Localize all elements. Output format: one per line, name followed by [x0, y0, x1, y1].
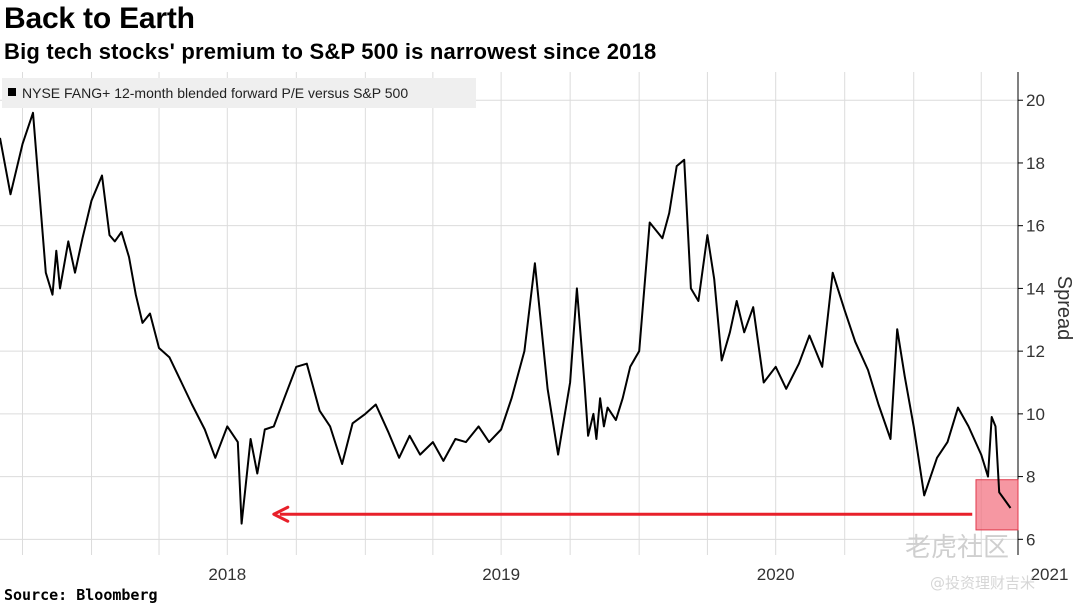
x-tick-label: 2021: [1031, 565, 1069, 584]
series-line: [0, 111, 1012, 525]
y-tick-label: 8: [1026, 468, 1035, 487]
y-tick-label: 14: [1026, 279, 1045, 298]
watermark-handle: @投资理财吉米: [930, 574, 1036, 592]
legend-background: [2, 78, 476, 108]
arrow-head: [272, 505, 290, 523]
y-tick-label: 18: [1026, 154, 1045, 173]
source-note: Source: Bloomberg: [4, 586, 158, 604]
legend-swatch: [8, 88, 16, 96]
x-tick-label: 2018: [208, 565, 246, 584]
highlight-box: [975, 479, 1019, 531]
y-tick-label: 6: [1026, 530, 1035, 549]
y-axis-label: Spread: [1053, 276, 1075, 341]
x-tick-label: 2020: [757, 565, 795, 584]
x-tick-label: 2019: [482, 565, 520, 584]
chart-subtitle: Big tech stocks' premium to S&P 500 is n…: [4, 39, 657, 64]
watermark-logo: 老虎社区: [905, 533, 1010, 563]
y-tick-label: 20: [1026, 91, 1045, 110]
legend-label: NYSE FANG+ 12-month blended forward P/E …: [22, 85, 408, 101]
y-tick-label: 12: [1026, 342, 1045, 361]
y-tick-label: 16: [1026, 217, 1045, 236]
chart-title: Back to Earth: [4, 2, 195, 35]
y-tick-label: 10: [1026, 405, 1045, 424]
